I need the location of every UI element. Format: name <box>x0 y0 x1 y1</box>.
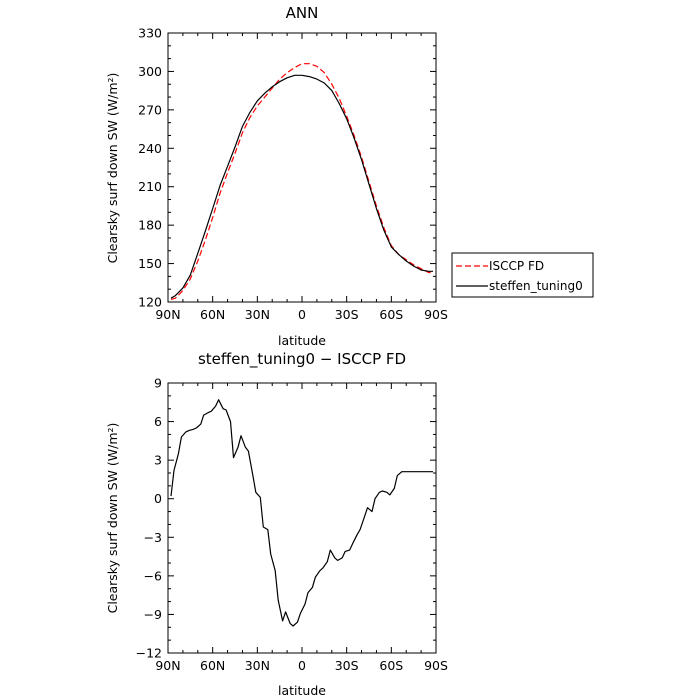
bottom-panel: steffen_tuning0 − ISCCP FD 90N 60N 30N 0 30S… <box>105 350 448 698</box>
top-x-tick-label: 90S <box>424 307 448 322</box>
top-x-tick-label: 30N <box>245 307 270 322</box>
top-x-tick-label: 90N <box>155 307 180 322</box>
bottom-x-tick-label: 90S <box>424 658 448 673</box>
legend-label-steffen-tuning0: steffen_tuning0 <box>489 279 583 293</box>
top-panel-frame <box>167 32 437 303</box>
bottom-y-tick-label: −6 <box>144 568 162 583</box>
bottom-panel-x-axis-title: latitude <box>278 683 326 698</box>
bottom-y-tick-label: −3 <box>144 530 162 545</box>
legend-box <box>451 252 594 298</box>
top-x-tick-label: 60S <box>379 307 403 322</box>
top-series-line-steffen-tuning0 <box>170 74 433 299</box>
top-y-tick-label: 180 <box>138 218 162 233</box>
top-panel-ticks: 90N 60N 30N 0 30S 60S 90S 120 150 180 210 240 270 300… <box>138 26 448 323</box>
top-panel-x-axis-title: latitude <box>278 333 326 348</box>
top-x-tick-label: 0 <box>298 307 306 322</box>
bottom-x-tick-label: 30S <box>335 658 359 673</box>
bottom-y-tick-label: −9 <box>144 607 162 622</box>
top-y-tick-label: 270 <box>138 102 162 117</box>
bottom-series-line-difference <box>170 399 433 627</box>
top-panel-lines <box>170 63 433 300</box>
bottom-y-tick-label: 0 <box>154 491 162 506</box>
bottom-x-tick-label: 60N <box>200 658 225 673</box>
legend: ISCCP FD steffen_tuning0 <box>451 252 594 298</box>
bottom-panel-lines <box>170 399 433 627</box>
top-y-tick-label: 300 <box>138 64 162 79</box>
bottom-x-tick-label: 90N <box>155 658 180 673</box>
bottom-y-tick-label: −12 <box>136 646 162 661</box>
bottom-panel-title: steffen_tuning0 − ISCCP FD <box>198 350 406 369</box>
top-panel-title: ANN <box>286 4 319 22</box>
top-x-tick-label: 60N <box>200 307 225 322</box>
bottom-x-tick-label: 60S <box>379 658 403 673</box>
top-panel: ANN 90N 60N 30N 0 30S 60S 90S 120 150 180 210 240 27… <box>105 4 594 348</box>
top-y-tick-label: 210 <box>138 179 162 194</box>
top-y-tick-label: 240 <box>138 141 162 156</box>
bottom-x-tick-label: 30N <box>245 658 270 673</box>
bottom-panel-y-axis-title: Clearsky surf down SW (W/m²) <box>105 423 120 614</box>
bottom-panel-ticks: 90N 60N 30N 0 30S 60S 90S −12 −9 −6 −3 0 3 6 9 <box>136 376 448 674</box>
top-y-tick-label: 330 <box>138 26 162 41</box>
bottom-panel-frame <box>167 382 437 654</box>
top-y-tick-label: 150 <box>138 256 162 271</box>
bottom-y-tick-label: 3 <box>154 453 162 468</box>
bottom-y-tick-label: 6 <box>154 414 162 429</box>
top-series-line-isccp-fd <box>170 63 433 300</box>
top-panel-y-axis-title: Clearsky surf down SW (W/m²) <box>105 73 120 264</box>
legend-label-isccp-fd: ISCCP FD <box>489 259 544 273</box>
top-y-tick-label: 120 <box>138 295 162 310</box>
bottom-y-tick-label: 9 <box>154 376 162 391</box>
bottom-x-tick-label: 0 <box>298 658 306 673</box>
top-x-tick-label: 30S <box>335 307 359 322</box>
